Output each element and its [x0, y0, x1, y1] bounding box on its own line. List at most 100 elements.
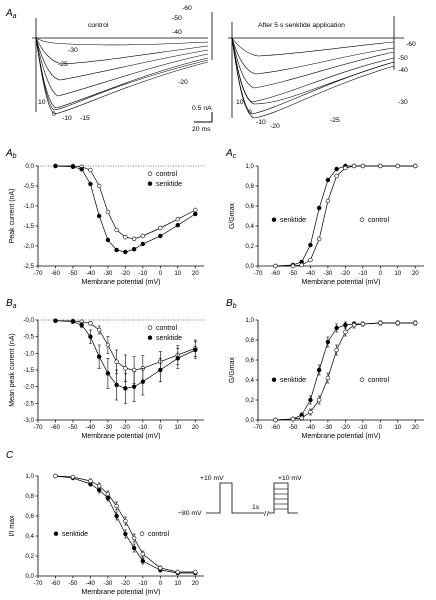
data-point-control: [96, 483, 102, 489]
data-point-senktide: [114, 247, 119, 253]
x-tick-label: 20: [412, 424, 419, 431]
data-point-control: [158, 565, 163, 571]
x-tick-label: -70: [254, 270, 264, 277]
y-tick-label: 0,4: [25, 533, 34, 540]
y-tick-label: 0,2: [245, 397, 254, 404]
y-tick-label: -2,5: [23, 400, 34, 407]
trace-control-1: [35, 37, 209, 46]
legend-marker-control: [359, 377, 365, 382]
panel-aa: Aa control -60 -50 -40 -30 -25 -20 10 0 …: [5, 5, 416, 133]
panel-letter-ac: Ac: [225, 148, 237, 160]
trace-family-control: control -60 -50 -40 -30 -25 -20 10 0 -10…: [32, 5, 213, 122]
x-tick-label: -40: [86, 270, 96, 277]
x-tick-label: 0: [159, 270, 163, 277]
y-tick-label: 0,6: [245, 357, 254, 364]
data-point-senktide: [316, 367, 322, 373]
series-control: [53, 473, 198, 575]
y-axis-label: Peak current (nA): [9, 189, 16, 244]
y-tick-label: 0,0: [245, 263, 254, 270]
trace-senktide-2: [231, 37, 395, 75]
data-point-senktide: [131, 384, 137, 389]
x-tick-label: -20: [341, 270, 351, 277]
trace-label-control-6: 10: [38, 99, 46, 106]
data-point-senktide: [88, 334, 93, 339]
x-tick-label: -50: [68, 424, 78, 431]
data-point-senktide: [140, 379, 146, 384]
data-point-senktide: [79, 322, 84, 328]
scale-bar-time-label: 20 ms: [192, 126, 211, 133]
trace-label-senktide-2: -40: [398, 67, 408, 74]
legend-marker-senktide: [271, 217, 277, 222]
fit-line-control: [55, 475, 196, 573]
legend-label-senktide: senktide: [62, 531, 88, 538]
y-tick-label: -2,0: [23, 384, 34, 391]
trace-label-senktide-8: -25: [330, 117, 340, 124]
data-point-control: [343, 165, 348, 171]
y-tick-label: -2,0: [23, 243, 34, 250]
data-point-senktide: [325, 339, 331, 345]
series-senktide: [53, 318, 198, 404]
legend-marker-senktide: [147, 181, 153, 186]
data-point-senktide: [123, 249, 128, 255]
legend-marker-senktide: [53, 531, 59, 536]
data-point-senktide: [158, 367, 163, 373]
trace-control-2: [35, 37, 209, 65]
x-tick-label: 10: [174, 580, 181, 587]
series-senktide: [53, 163, 198, 255]
x-tick-label: 0: [379, 270, 383, 277]
trace-label-senktide-3: -30: [398, 99, 408, 106]
trace-label-senktide-7: -20: [270, 123, 280, 130]
data-point-control: [334, 173, 339, 179]
data-point-senktide: [70, 319, 76, 324]
y-tick-label: 1,0: [25, 473, 34, 480]
trace-label-control-8: -10: [62, 115, 72, 122]
data-point-senktide: [79, 167, 84, 172]
data-point-senktide: [193, 211, 198, 217]
legend-label-control: control: [156, 171, 177, 178]
data-point-control: [131, 535, 137, 541]
x-tick-label: 20: [412, 270, 419, 277]
panel-letter-bb: Bb: [226, 298, 237, 310]
y-tick-label: -0,5: [23, 183, 34, 190]
trace-title-control: control: [88, 22, 109, 29]
panel-letter-c: C: [6, 450, 14, 461]
data-point-control: [114, 359, 119, 364]
trace-senktide-3: [231, 37, 395, 89]
data-point-control: [413, 320, 418, 326]
x-tick-label: -10: [358, 424, 368, 431]
y-tick-label: 0,0: [25, 163, 34, 170]
data-point-senktide: [175, 223, 180, 228]
data-point-senktide: [105, 237, 111, 243]
voltage-protocol: −80 mV +10 mV +10 mV 1s: [178, 475, 302, 517]
data-point-control: [316, 397, 322, 403]
legend-marker-senktide: [147, 335, 153, 340]
y-tick-label: 0,2: [25, 553, 34, 560]
x-tick-label: -60: [51, 270, 61, 277]
data-point-control: [88, 167, 93, 173]
x-axis-label: Membrane potential (mV): [302, 279, 381, 286]
data-point-control: [175, 569, 180, 575]
data-point-senktide: [140, 241, 146, 247]
fit-line-senktide: [275, 322, 416, 421]
trace-label-senktide-5: 0: [248, 109, 252, 116]
data-point-senktide: [308, 397, 313, 403]
trace-label-control-1: -50: [172, 15, 182, 22]
x-axis-label: Membrane potential (mV): [82, 433, 161, 440]
x-tick-label: -70: [34, 580, 44, 587]
data-point-control: [193, 207, 198, 213]
data-point-control: [105, 342, 111, 348]
legend-label-control: control: [368, 217, 389, 224]
series-control: [273, 163, 418, 269]
panel-letter-ba: Ba: [6, 298, 17, 310]
trace-title-senktide: After 5 s senktide application: [258, 22, 345, 29]
x-tick-label: 0: [379, 424, 383, 431]
fit-line-control: [275, 322, 416, 421]
data-point-senktide: [114, 513, 119, 519]
y-tick-label: 0,4: [245, 377, 254, 384]
chart-inactivation: -70 -60 -50 -40 -30 -20 -10 0 10 20 0,0 0,2 0,4 0,6 0,…: [9, 473, 204, 596]
chart-peak-current: -70 -60 -50 -40 -30 -20 -10 0 10 20 0,0 -0,5 -1,0 -1,…: [9, 163, 204, 286]
data-point-control: [325, 198, 331, 204]
y-tick-label: -1,0: [23, 350, 34, 357]
series-control: [273, 320, 418, 423]
